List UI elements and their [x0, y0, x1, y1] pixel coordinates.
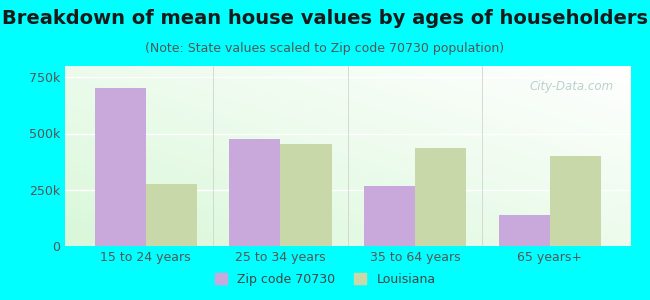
Bar [499, 214, 550, 246]
Text: Breakdown of mean house values by ages of householders: Breakdown of mean house values by ages o… [2, 9, 648, 28]
Bar [550, 156, 601, 246]
Legend: Zip code 70730, Louisiana: Zip code 70730, Louisiana [209, 268, 441, 291]
Bar [229, 139, 280, 246]
Bar [146, 184, 197, 246]
Bar [95, 88, 146, 246]
Bar [415, 148, 466, 246]
Bar [280, 144, 332, 246]
Text: (Note: State values scaled to Zip code 70730 population): (Note: State values scaled to Zip code 7… [146, 42, 504, 55]
Text: City-Data.com: City-Data.com [529, 80, 614, 93]
Bar [364, 186, 415, 246]
